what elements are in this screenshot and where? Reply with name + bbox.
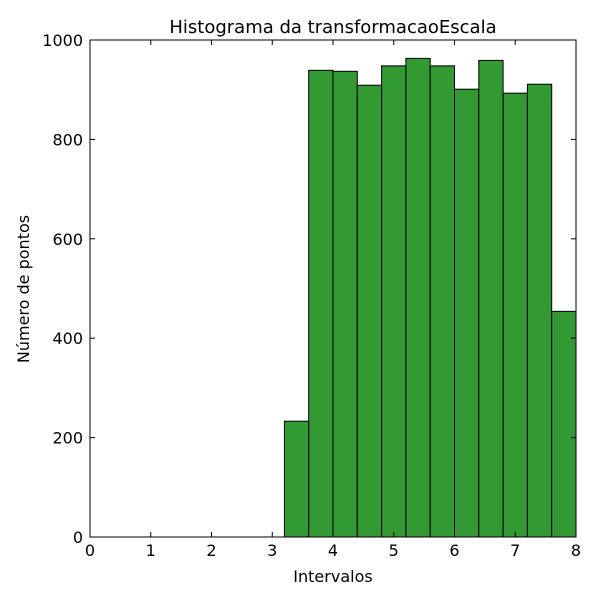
histogram-bar: [356, 84, 383, 538]
histogram-bar: [526, 83, 553, 538]
histogram-bar: [429, 65, 456, 538]
y-tick-label: 200: [52, 429, 83, 448]
histogram-bar: [454, 88, 480, 538]
y-tick-label: 600: [52, 230, 83, 249]
x-axis-label: Intervalos: [293, 567, 372, 586]
histogram-bar: [502, 92, 528, 538]
y-tick-label: 400: [52, 329, 83, 348]
histogram-bar: [478, 59, 504, 538]
plot-frame: [89, 39, 577, 538]
histogram-bar: [405, 57, 431, 538]
histogram-bar: [308, 69, 334, 538]
histogram-bar: [332, 70, 358, 538]
chart-title: Histograma da transformacaoEscala: [169, 17, 496, 38]
histogram-bar: [551, 310, 577, 538]
x-tick-label: 5: [389, 541, 399, 560]
x-tick-label: 3: [267, 541, 277, 560]
x-tick-label: 2: [206, 541, 216, 560]
x-tick-label: 0: [85, 541, 95, 560]
x-tick-label: 6: [449, 541, 459, 560]
histogram-bar: [283, 420, 310, 538]
x-tick-label: 1: [146, 541, 156, 560]
y-tick-label: 800: [52, 130, 83, 149]
histogram-bar: [381, 65, 407, 538]
x-tick-label: 4: [328, 541, 338, 560]
y-tick-label: 1000: [42, 31, 83, 50]
y-axis-label: Número de pontos: [14, 215, 33, 363]
bars-group: [283, 57, 577, 538]
y-tick-label: 0: [73, 528, 83, 547]
x-tick-label: 7: [510, 541, 520, 560]
x-tick-label: 8: [571, 541, 581, 560]
